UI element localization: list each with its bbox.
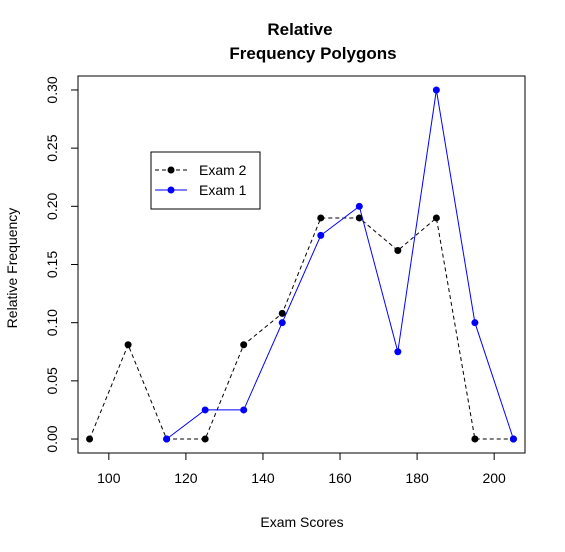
- data-point-exam-2: [471, 435, 479, 443]
- x-tick-label: 140: [251, 470, 275, 486]
- legend-label-exam-2: Exam 2: [199, 162, 247, 178]
- y-tick-label: 0.10: [44, 309, 60, 336]
- chart-title-line1: Relative: [267, 20, 332, 39]
- y-tick-label: 0.20: [44, 192, 60, 219]
- series-layer: [86, 86, 517, 443]
- data-point-exam-1: [471, 319, 479, 327]
- x-tick-label: 200: [482, 470, 506, 486]
- y-tick-label: 0.15: [44, 251, 60, 278]
- data-point-exam-2: [86, 435, 94, 443]
- data-point-exam-2: [317, 214, 325, 222]
- data-point-exam-2: [394, 247, 402, 255]
- data-point-exam-1: [432, 86, 440, 94]
- data-point-exam-1: [394, 348, 402, 356]
- legend: Exam 2 Exam 1: [150, 151, 261, 210]
- legend-marker-exam-2: [167, 166, 175, 174]
- chart-title-line2: Frequency Polygons: [229, 44, 396, 63]
- y-tick-label: 0.00: [44, 425, 60, 452]
- y-tick-label: 0.30: [44, 76, 60, 103]
- data-point-exam-1: [317, 231, 325, 239]
- x-tick-label: 180: [405, 470, 429, 486]
- data-point-exam-1: [355, 202, 363, 210]
- x-tick-label: 120: [174, 470, 198, 486]
- data-point-exam-1: [201, 406, 209, 414]
- legend-box: [150, 151, 261, 210]
- legend-label-exam-1: Exam 1: [199, 182, 247, 198]
- y-tick-label: 0.05: [44, 367, 60, 394]
- y-axis-label: Relative Frequency: [4, 208, 20, 329]
- data-point-exam-2: [240, 341, 248, 349]
- data-point-exam-1: [509, 435, 517, 443]
- data-point-exam-2: [124, 341, 132, 349]
- data-point-exam-2: [355, 214, 363, 222]
- plot-area-frame: [77, 75, 526, 454]
- legend-marker-exam-1: [167, 186, 175, 194]
- x-axis: 100 120 140 160 180 200: [97, 452, 506, 486]
- data-point-exam-1: [278, 319, 286, 327]
- series-line-exam-1: [166, 89, 514, 440]
- x-axis-label: Exam Scores: [260, 514, 343, 530]
- y-axis: 0.00 0.05 0.10 0.15 0.20 0.25 0.30: [44, 76, 79, 453]
- y-tick-label: 0.25: [44, 134, 60, 161]
- x-tick-label: 100: [97, 470, 121, 486]
- x-tick-label: 160: [328, 470, 352, 486]
- data-point-exam-2: [278, 309, 286, 317]
- data-point-exam-2: [432, 214, 440, 222]
- series-line-exam-2: [89, 217, 514, 440]
- data-point-exam-1: [163, 435, 171, 443]
- data-point-exam-2: [201, 435, 209, 443]
- data-point-exam-1: [240, 406, 248, 414]
